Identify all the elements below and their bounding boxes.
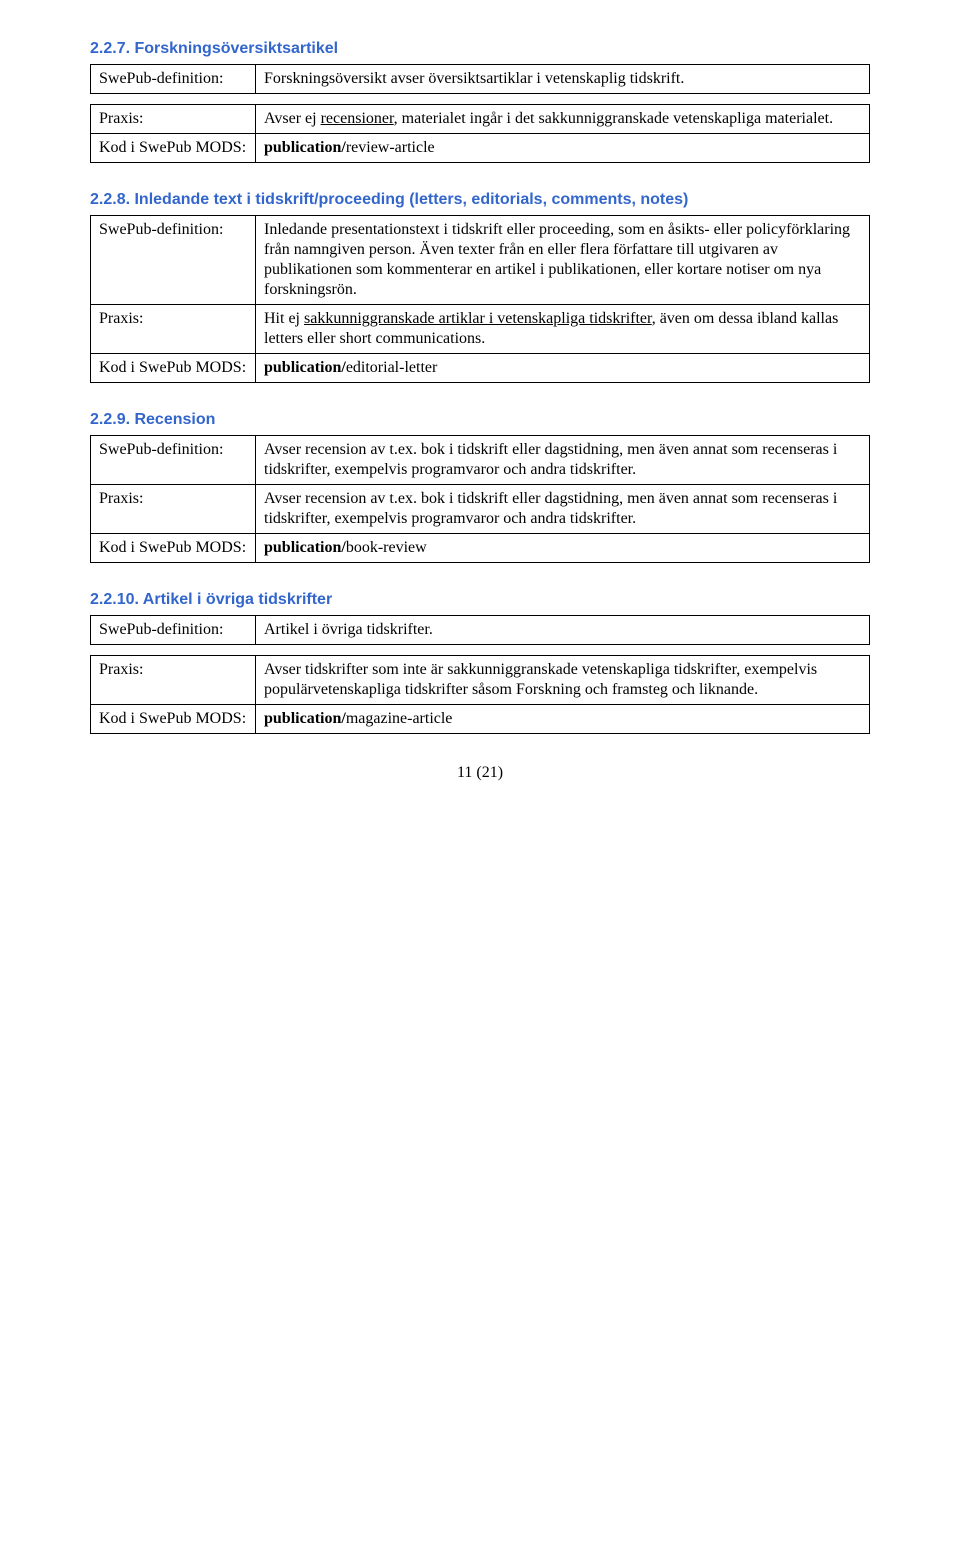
section-heading: 2.2.7. Forskningsöversiktsartikel [90,40,870,58]
row-label: Praxis: [91,105,256,134]
row-value: Avser recension av t.ex. bok i tidskrift… [256,485,870,534]
row-label: Kod i SwePub MODS: [91,134,256,163]
definition-table: SwePub-definition:Forskningsöversikt avs… [90,64,870,94]
row-value: Avser recension av t.ex. bok i tidskrift… [256,436,870,485]
row-value: Artikel i övriga tidskrifter. [256,616,870,645]
row-label: Praxis: [91,485,256,534]
row-label: SwePub-definition: [91,65,256,94]
row-value: Hit ej sakkunniggranskade artiklar i vet… [256,305,870,354]
definition-table: Praxis:Avser tidskrifter som inte är sak… [90,655,870,734]
section-heading: 2.2.9. Recension [90,411,870,429]
row-value: Avser tidskrifter som inte är sakkunnigg… [256,656,870,705]
row-value: publication/book-review [256,534,870,563]
row-label: SwePub-definition: [91,616,256,645]
definition-table: SwePub-definition:Avser recension av t.e… [90,435,870,563]
section-heading: 2.2.8. Inledande text i tidskrift/procee… [90,191,870,209]
row-label: SwePub-definition: [91,436,256,485]
definition-table: SwePub-definition:Inledande presentation… [90,215,870,383]
page-number: 11 (21) [90,764,870,782]
row-label: SwePub-definition: [91,216,256,305]
definition-table: SwePub-definition:Artikel i övriga tidsk… [90,615,870,645]
document-content: 2.2.7. Forskningsöversiktsartikel SwePub-… [90,40,870,734]
row-value: Forskningsöversikt avser översiktsartikl… [256,65,870,94]
row-label: Praxis: [91,305,256,354]
row-value: publication/magazine-article [256,705,870,734]
row-label: Kod i SwePub MODS: [91,354,256,383]
row-label: Praxis: [91,656,256,705]
row-label: Kod i SwePub MODS: [91,534,256,563]
row-value: publication/editorial-letter [256,354,870,383]
section-heading: 2.2.10. Artikel i övriga tidskrifter [90,591,870,609]
row-value: Avser ej recensioner, materialet ingår i… [256,105,870,134]
row-value: publication/review-article [256,134,870,163]
row-label: Kod i SwePub MODS: [91,705,256,734]
row-value: Inledande presentationstext i tidskrift … [256,216,870,305]
definition-table: Praxis:Avser ej recensioner, materialet … [90,104,870,163]
